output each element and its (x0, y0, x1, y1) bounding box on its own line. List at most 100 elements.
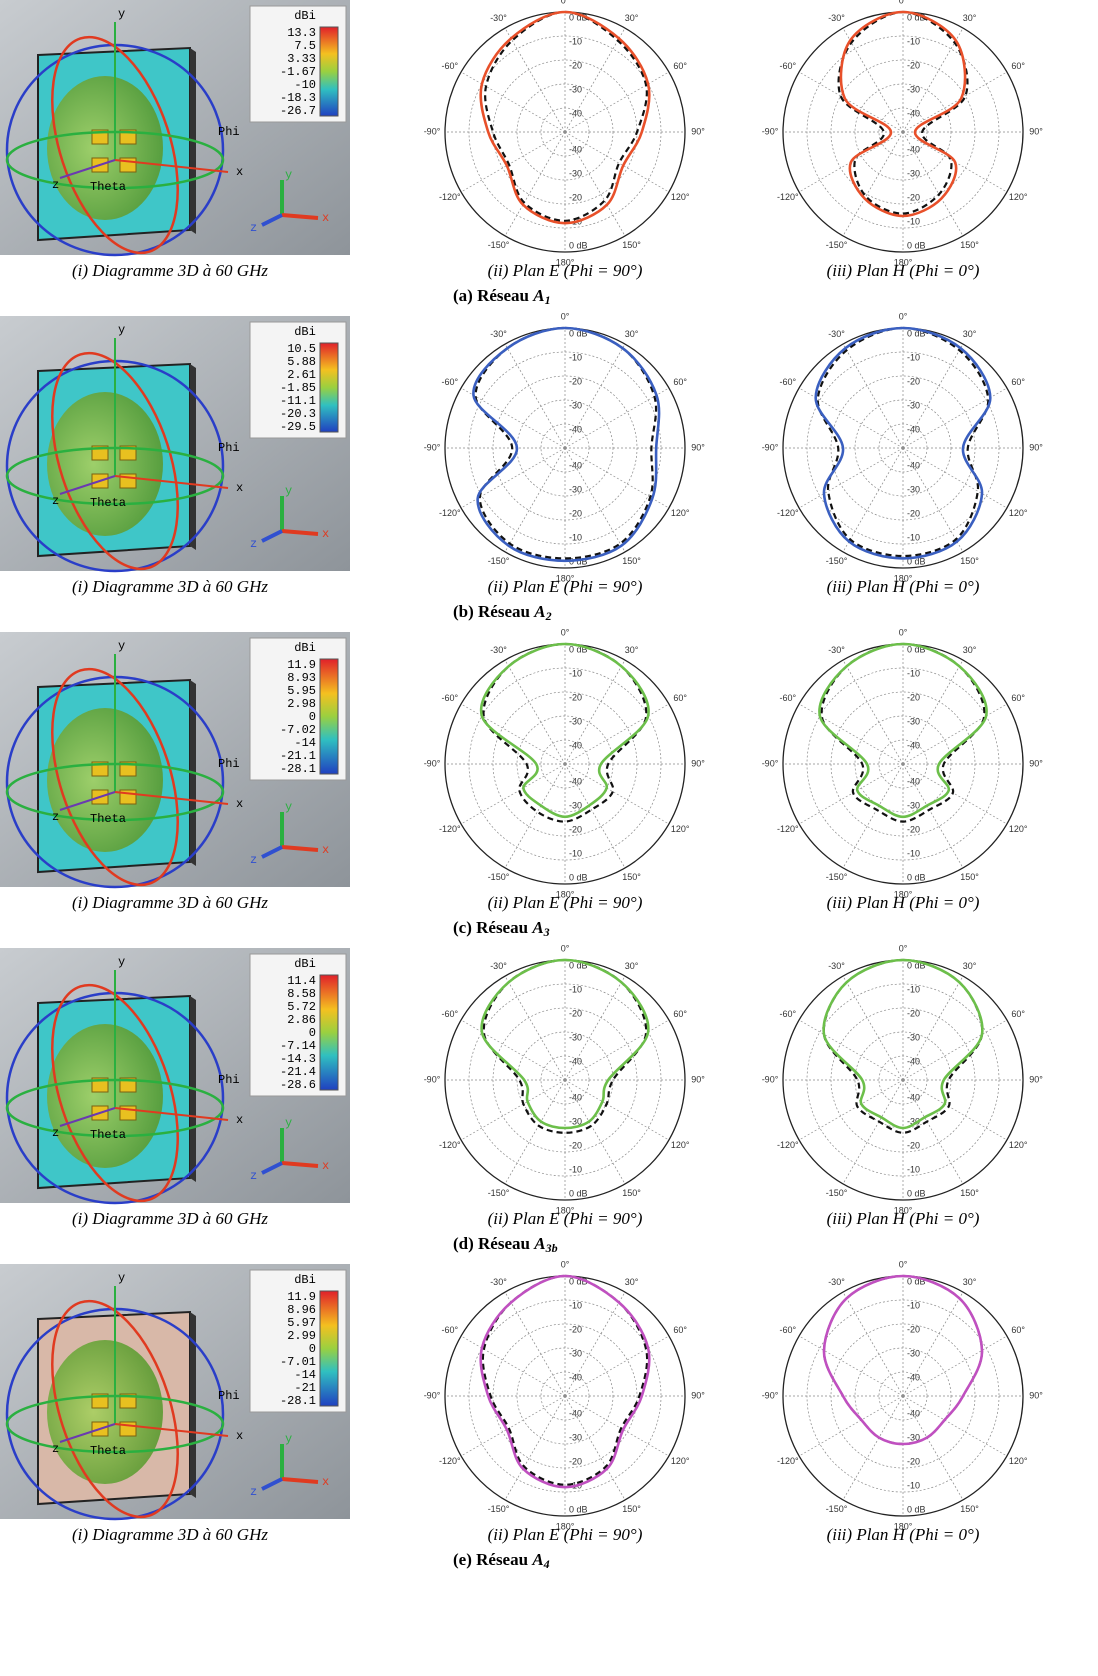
ring-label: 0 dB (907, 328, 926, 338)
row-caption: (d) Réseau A3b (453, 1234, 558, 1255)
triad-x (281, 1477, 319, 1484)
row-name: A (531, 918, 543, 937)
caption: (ii) Plan E (Phi = 90°) (488, 1525, 643, 1544)
angle-label: 180° (894, 889, 913, 899)
caption: (iii) Plan H (Phi = 0°) (827, 1525, 980, 1544)
angle-label: 120° (671, 508, 690, 518)
z-axis (59, 1107, 116, 1127)
angle-label: -30° (828, 329, 845, 339)
angle-label: -150° (488, 240, 510, 250)
angle-label: -60° (442, 1009, 459, 1019)
angle-label: 150° (622, 556, 641, 566)
angle-label: 60° (673, 1009, 687, 1019)
angle-label: -120° (439, 824, 461, 834)
angle-label: 30° (625, 645, 639, 655)
red-ring (51, 667, 179, 887)
angle-label: 60° (1011, 1325, 1025, 1335)
colorbar-label: 5.97 (287, 1316, 316, 1330)
row-letter: (e) Réseau (453, 1550, 528, 1569)
angle-label: 30° (625, 329, 639, 339)
angle-label: 90° (1029, 1390, 1043, 1400)
axis-phi: Phi (218, 1389, 240, 1403)
angle-label: 120° (1009, 508, 1028, 518)
ring-label: -20 (569, 1456, 582, 1466)
z-axis (59, 475, 116, 495)
ring-label: -20 (907, 508, 920, 518)
angle-label: 180° (556, 1205, 575, 1215)
ring-label: -40 (907, 460, 920, 470)
angle-label: -60° (780, 61, 797, 71)
ring-label: -20 (569, 1324, 582, 1334)
spoke (902, 71, 1008, 133)
pattern-curve (481, 1274, 649, 1486)
ring-label: -10 (907, 216, 920, 226)
caption: (ii) Plan E (Phi = 90°) (488, 577, 643, 596)
spoke (504, 763, 566, 869)
ring-label: -20 (569, 376, 582, 386)
ring-label: 0 dB (569, 12, 588, 22)
colorbar-label: -21.4 (280, 1065, 316, 1079)
angle-label: 180° (894, 1205, 913, 1215)
ring-label: -20 (569, 192, 582, 202)
ring-label: -20 (569, 692, 582, 702)
ring-label: 0 dB (907, 872, 926, 882)
angle-label: -60° (442, 1325, 459, 1335)
colorbar-label: -28.1 (280, 762, 316, 776)
triad-z-label: z (250, 537, 257, 551)
triad-x (281, 529, 319, 536)
ring-label: -10 (907, 36, 920, 46)
colorbar-label: -18.3 (280, 91, 316, 105)
ring-label: -20 (907, 1456, 920, 1466)
angle-label: -60° (442, 377, 459, 387)
angle-label: 90° (691, 126, 705, 136)
angle-label: -90° (762, 758, 779, 768)
angle-label: 150° (622, 1188, 641, 1198)
spoke (564, 703, 670, 765)
colorbar-label: 2.61 (287, 368, 316, 382)
axis-y: y (118, 955, 125, 969)
ring-label: -10 (907, 1300, 920, 1310)
colorbar-label: -1.67 (280, 65, 316, 79)
axis-x: x (236, 1113, 243, 1127)
axis-phi: Phi (218, 441, 240, 455)
angle-label: 150° (960, 872, 979, 882)
axis-phi: Phi (218, 757, 240, 771)
spoke (842, 27, 904, 133)
angle-label: -90° (762, 1390, 779, 1400)
triad-x-label: x (322, 843, 329, 857)
angle-label: -120° (439, 192, 461, 202)
angle-label: 30° (963, 645, 977, 655)
angle-label: -150° (488, 556, 510, 566)
angle-label: -150° (826, 872, 848, 882)
spoke (902, 343, 964, 449)
colorbar-label: 0 (309, 1026, 316, 1040)
row-letter: (d) Réseau (453, 1234, 530, 1253)
colorbar-label: -14.3 (280, 1052, 316, 1066)
angle-label: 30° (963, 13, 977, 23)
pattern-curve (479, 642, 650, 819)
axis-theta: Theta (90, 1444, 126, 1458)
angle-label: 90° (691, 442, 705, 452)
colorbar-label: -7.01 (280, 1355, 316, 1369)
angle-label: 90° (1029, 126, 1043, 136)
ring-label: -10 (907, 1164, 920, 1174)
ring-label: -20 (907, 1140, 920, 1150)
row-sub: 1 (545, 293, 551, 307)
pattern-curve (474, 326, 658, 560)
ring-label: -20 (569, 1008, 582, 1018)
caption: (iii) Plan H (Phi = 0°) (827, 577, 980, 596)
ring-label: -20 (907, 60, 920, 70)
ring-label: -30 (907, 168, 920, 178)
angle-label: 60° (1011, 1009, 1025, 1019)
triad-x-label: x (322, 211, 329, 225)
row-letter: (c) Réseau (453, 918, 528, 937)
spoke (564, 763, 626, 869)
ring-label: 0 dB (569, 1276, 588, 1286)
row-caption: (e) Réseau A4 (453, 1550, 550, 1571)
red-ring (51, 35, 179, 255)
spoke (902, 1335, 1008, 1397)
triad-x (281, 845, 319, 852)
pattern-curve (484, 10, 648, 222)
spoke (798, 1079, 904, 1141)
colorbar-label: -7.14 (280, 1039, 316, 1053)
